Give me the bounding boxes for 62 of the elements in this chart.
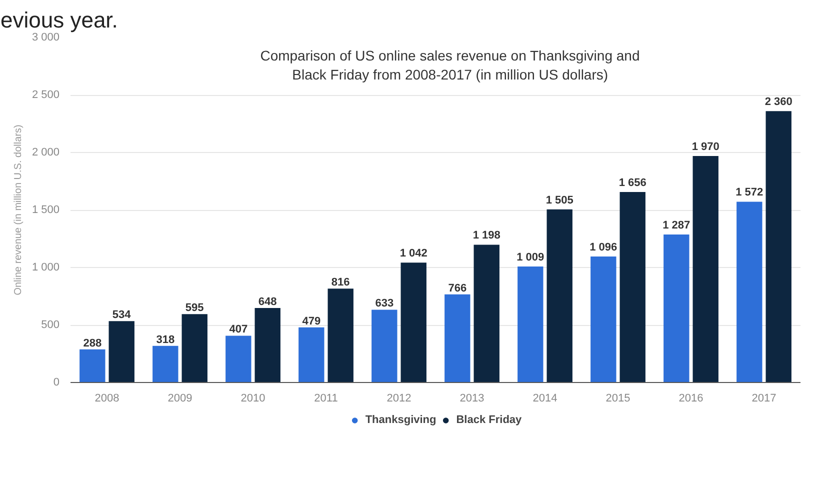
x-tick-label: 2008 [94,392,120,404]
data-label: 534 [112,309,132,322]
bar [372,310,398,382]
data-label: 816 [331,276,350,289]
bar [182,314,208,382]
bar [546,209,572,382]
x-tick-label: 2009 [168,392,192,404]
data-label: 1 009 [516,251,544,264]
bar [766,111,792,382]
data-label: 1 505 [546,194,574,206]
data-label: 1 970 [692,140,720,153]
bar [590,256,616,382]
bar [692,156,718,382]
bar [400,262,426,382]
x-tick-label: 2016 [678,392,704,404]
y-tick-label: 1 000 [32,262,60,274]
data-label: 1 572 [736,186,764,199]
data-label: 1 198 [472,230,500,242]
y-tick-label: 1 500 [32,204,60,216]
y-tick-label: 2 500 [32,89,60,101]
y-axis-title: Online revenue (in million U.S. dollars) [12,124,24,296]
data-label: 595 [185,302,204,314]
y-tick-label: 2 000 [32,146,60,158]
bar [474,244,500,382]
bar [108,321,134,382]
bar [298,327,324,382]
x-tick-label: 2012 [386,392,412,404]
text: evious year. [0,8,118,32]
legend-label: Black Friday [456,414,522,426]
y-tick-label: 3 000 [32,32,60,44]
x-tick-label: 2014 [532,392,558,404]
data-label: 1 287 [662,219,690,232]
text: Comparison of US online sales revenue on Thanksgiving and Black Friday from 2008-2017 (in million US dollars) [260,47,640,82]
data-label: 318 [156,334,175,346]
bar [226,336,252,382]
data-label: 648 [258,296,277,308]
x-tick-label: 2013 [460,392,484,404]
legend-label: Thanksgiving [365,414,436,426]
bar [620,192,646,382]
bar [664,234,690,382]
data-label: 2 360 [764,96,792,108]
x-tick-label: 2011 [314,392,338,404]
bar [736,202,762,382]
bar [254,308,280,382]
data-label: 288 [83,337,102,350]
bar [328,288,354,382]
y-tick-label: 500 [41,319,60,331]
data-label: 1 042 [400,248,428,260]
data-label: 1 096 [590,241,618,254]
bar [444,294,470,382]
x-tick-label: 2017 [752,392,776,404]
x-tick-label: 2010 [240,392,266,404]
bar [152,346,178,382]
data-label: 479 [302,315,321,328]
y-tick-label: 0 [53,376,60,388]
data-label: 766 [448,282,467,294]
bar [80,349,106,382]
data-label: 407 [229,324,248,336]
bar [518,266,544,382]
data-label: 1 656 [618,177,646,190]
x-tick-label: 2015 [606,392,630,404]
data-label: 633 [375,298,394,310]
